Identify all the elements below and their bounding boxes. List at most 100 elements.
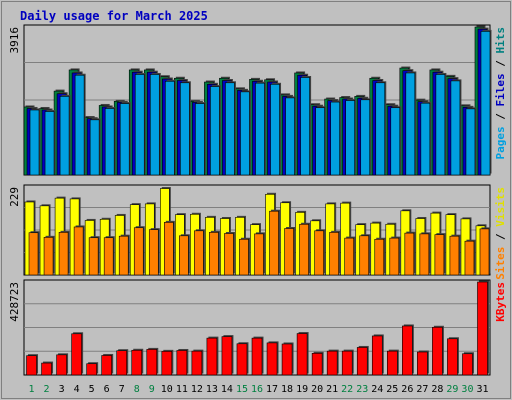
hits-pages-bar-day-14 [225, 82, 235, 176]
visits-legend-part-1: / [494, 227, 507, 247]
x-tick-label-day-16: 16 [251, 384, 263, 395]
visits-sites-bar-day-7 [118, 235, 129, 276]
kbytes-kbytes-bar-day-3 [56, 354, 67, 376]
x-tick-label-day-17: 17 [266, 384, 278, 395]
panel-hits: 3916 Pages / Files / Hits [8, 24, 507, 176]
x-tick-label-day-14: 14 [221, 384, 233, 395]
hits-pages-bar-day-17 [270, 83, 280, 176]
hits-pages-bar-day-26 [405, 72, 416, 176]
kbytes-kbytes-bar-day-22 [341, 350, 353, 376]
x-tick-label-day-3: 3 [59, 384, 65, 395]
x-tick-label-day-2: 2 [44, 384, 50, 395]
hits-pages-bar-day-13 [210, 86, 220, 176]
hits-pages-bar-day-12 [195, 103, 205, 176]
visits-sites-bar-day-12 [194, 230, 204, 276]
x-tick-label-day-20: 20 [311, 384, 323, 395]
hits-legend-part-2: Files [494, 73, 507, 106]
hits-legend-part-3: / [494, 54, 507, 74]
hits-pages-bar-day-20 [315, 107, 325, 176]
kbytes-kbytes-bar-day-23 [356, 347, 368, 376]
kbytes-kbytes-bar-day-4 [71, 333, 82, 376]
hits-pages-bar-day-11 [180, 82, 190, 176]
hits-legend-label: Pages / Files / Hits [494, 27, 507, 160]
x-tick-label-day-15: 15 [236, 384, 248, 395]
visits-sites-bar-day-31 [479, 228, 490, 276]
x-tick-label-day-7: 7 [119, 384, 125, 395]
x-tick-label-day-12: 12 [191, 384, 203, 395]
hits-pages-bar-day-2 [44, 111, 55, 176]
x-tick-label-day-22: 22 [341, 384, 353, 395]
x-tick-label-day-26: 26 [401, 384, 413, 395]
visits-sites-bar-day-4 [73, 226, 84, 276]
visits-sites-bar-day-22 [344, 237, 354, 276]
hits-pages-bar-day-9 [149, 74, 160, 176]
visits-sites-bar-day-27 [419, 233, 430, 276]
x-tick-label-day-1: 1 [29, 384, 35, 395]
hits-y-max-label: 3916 [8, 27, 21, 54]
visits-sites-bar-day-23 [359, 235, 370, 276]
panel-kbytes: 428723 KBytes [8, 279, 507, 376]
visits-sites-bar-day-24 [374, 238, 385, 276]
kbytes-kbytes-bar-day-15 [236, 343, 248, 376]
visits-sites-bar-day-18 [284, 228, 294, 276]
hits-pages-bar-day-16 [255, 82, 265, 176]
visits-sites-bar-day-19 [299, 223, 309, 276]
kbytes-kbytes-bar-day-17 [266, 342, 278, 376]
hits-pages-bar-day-25 [390, 107, 401, 176]
kbytes-kbytes-bar-day-2 [41, 362, 52, 376]
x-tick-label-day-25: 25 [386, 384, 398, 395]
chart-title: Daily usage for March 2025 [20, 9, 208, 23]
x-tick-label-day-11: 11 [176, 384, 188, 395]
visits-sites-bar-day-13 [209, 232, 219, 276]
kbytes-y-max-label: 428723 [8, 282, 21, 322]
kbytes-kbytes-bar-day-13 [206, 337, 218, 376]
hits-pages-bar-day-24 [375, 82, 386, 176]
hits-pages-bar-day-1 [29, 109, 40, 176]
visits-sites-bar-day-15 [239, 238, 249, 276]
hits-pages-bar-day-4 [74, 74, 85, 176]
kbytes-kbytes-bar-day-26 [402, 325, 413, 376]
visits-sites-bar-day-30 [464, 240, 475, 276]
hits-pages-bar-day-30 [465, 108, 476, 176]
kbytes-kbytes-bar-day-24 [371, 335, 383, 376]
kbytes-kbytes-bar-day-14 [221, 336, 233, 376]
visits-sites-bar-day-17 [269, 210, 279, 276]
visits-y-max-label: 229 [8, 187, 21, 207]
visits-sites-bar-day-21 [329, 232, 339, 276]
kbytes-kbytes-bar-day-25 [386, 350, 398, 376]
visits-sites-bar-day-10 [164, 222, 174, 276]
kbytes-kbytes-bar-day-6 [101, 355, 112, 376]
visits-sites-bar-day-5 [88, 237, 99, 276]
hits-pages-bar-day-8 [134, 74, 145, 176]
visits-sites-bar-day-3 [58, 232, 69, 276]
kbytes-kbytes-bar-day-10 [161, 351, 173, 376]
hits-pages-bar-day-15 [240, 91, 250, 176]
kbytes-kbytes-bar-day-1 [26, 355, 37, 376]
x-tick-label-day-30: 30 [461, 384, 473, 395]
x-tick-label-day-9: 9 [149, 384, 155, 395]
x-tick-label-day-28: 28 [431, 384, 443, 395]
chart-panels: 3916 Pages / Files / Hits 229 Sites / Visit… [8, 24, 507, 376]
hits-legend-part-1: / [494, 107, 507, 127]
visits-sites-bar-day-28 [434, 234, 445, 276]
kbytes-kbytes-bar-day-20 [311, 353, 323, 376]
panel-visits: 229 Sites / Visits [8, 184, 507, 280]
kbytes-kbytes-bar-day-21 [326, 350, 338, 376]
x-tick-label-day-4: 4 [74, 384, 80, 395]
x-tick-label-day-24: 24 [371, 384, 383, 395]
hits-pages-bar-day-10 [165, 80, 175, 176]
visits-sites-bar-day-2 [43, 237, 54, 276]
kbytes-legend-part-0: KBytes [494, 282, 507, 322]
visits-legend-part-2: Visits [494, 187, 507, 227]
visits-sites-bar-day-25 [389, 237, 400, 276]
x-tick-label-day-23: 23 [356, 384, 368, 395]
hits-legend-part-4: Hits [494, 27, 507, 54]
x-tick-label-day-29: 29 [446, 384, 458, 395]
hits-pages-bar-day-3 [59, 96, 70, 176]
visits-legend-part-0: Sites [494, 247, 507, 280]
kbytes-kbytes-bar-day-28 [432, 326, 443, 376]
visits-sites-bar-day-1 [28, 232, 39, 276]
kbytes-kbytes-bar-day-12 [191, 350, 203, 376]
kbytes-kbytes-bar-day-16 [251, 337, 263, 376]
